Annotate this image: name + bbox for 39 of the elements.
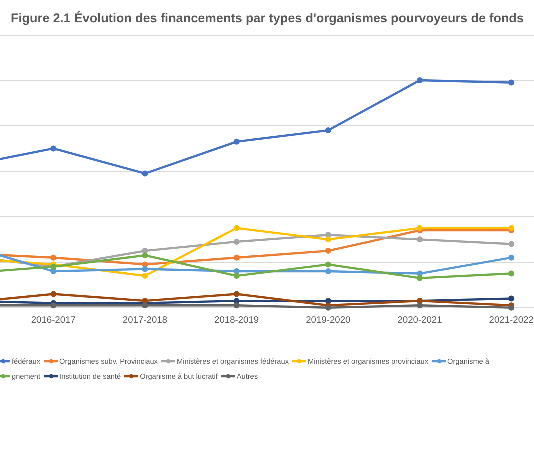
point — [142, 273, 148, 280]
point — [508, 270, 515, 277]
point — [50, 146, 57, 152]
point — [50, 291, 57, 298]
point — [142, 252, 148, 259]
point — [234, 273, 240, 280]
point — [325, 236, 332, 243]
point — [417, 225, 424, 232]
x-tick-label: 2017-2018 — [122, 314, 168, 325]
point — [325, 248, 332, 254]
point — [234, 238, 240, 245]
point — [142, 266, 148, 272]
point — [234, 225, 240, 232]
point — [417, 78, 424, 84]
point — [50, 302, 57, 309]
point — [50, 254, 57, 261]
point — [325, 128, 332, 134]
point — [417, 275, 424, 282]
x-tick-label: 2019-2020 — [306, 314, 351, 325]
x-tick-label: 2020-2021 — [398, 314, 442, 325]
x-tick-label: 2021-2022 — [489, 314, 534, 325]
point — [325, 262, 332, 268]
point — [508, 254, 515, 261]
point — [508, 80, 515, 86]
x-tick-label: 2016-2017 — [31, 314, 76, 325]
point — [234, 291, 240, 298]
chart-title: Figure 2.1 Évolution des financements par types d'organismes pourvoyeurs de fonds — [11, 10, 524, 26]
point — [417, 302, 424, 309]
x-tick-label: 2018-2019 — [214, 314, 260, 325]
point — [142, 302, 148, 309]
point — [142, 170, 148, 177]
point — [234, 254, 240, 261]
point — [417, 236, 424, 243]
point — [508, 296, 515, 302]
point — [508, 241, 515, 248]
point — [508, 225, 515, 232]
point — [234, 302, 240, 309]
point — [325, 268, 332, 275]
point — [234, 138, 240, 145]
